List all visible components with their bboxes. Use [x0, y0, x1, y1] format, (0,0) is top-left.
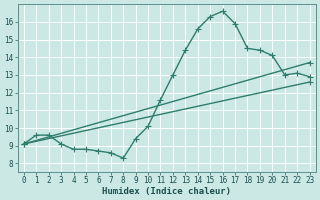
X-axis label: Humidex (Indice chaleur): Humidex (Indice chaleur): [102, 187, 231, 196]
